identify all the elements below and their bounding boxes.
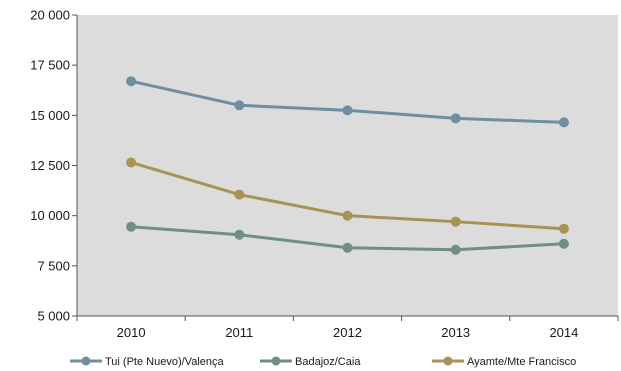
data-point <box>126 76 137 87</box>
y-tick-label: 7 500 <box>37 258 70 273</box>
data-point <box>450 216 461 227</box>
data-point <box>342 210 353 221</box>
data-point <box>342 105 353 116</box>
data-point <box>558 238 569 249</box>
data-point <box>234 189 245 200</box>
legend-label: Tui (Pte Nuevo)/Valença <box>105 356 224 368</box>
x-tick-label: 2014 <box>549 325 578 340</box>
series-group <box>126 76 569 255</box>
y-tick-label: 12 500 <box>30 158 70 173</box>
x-axis-ticks: 2010 2011 2012 2013 2014 <box>76 316 619 340</box>
x-tick-label: 2012 <box>333 325 362 340</box>
data-point <box>450 113 461 124</box>
data-point <box>126 221 137 232</box>
legend-swatch-marker <box>443 356 453 366</box>
y-tick-label: 5 000 <box>37 309 70 324</box>
data-point <box>342 242 353 253</box>
y-tick-label: 10 000 <box>30 208 70 223</box>
y-axis-ticks: 5 000 7 500 10 000 12 500 15 000 17 500 20 000 <box>30 8 77 324</box>
legend: Tui (Pte Nuevo)/Valença Badajoz/Caia Ayamt… <box>70 356 576 368</box>
data-point <box>234 229 245 240</box>
y-tick-label: 17 500 <box>30 58 70 73</box>
legend-swatch-marker <box>271 356 281 366</box>
x-tick-label: 2013 <box>441 325 470 340</box>
legend-label: Badajoz/Caia <box>295 356 361 368</box>
data-point <box>450 244 461 255</box>
data-point <box>126 157 137 168</box>
plot-area <box>77 15 618 316</box>
data-point <box>558 117 569 128</box>
y-tick-label: 15 000 <box>30 108 70 123</box>
x-tick-label: 2010 <box>117 325 146 340</box>
data-point <box>558 223 569 234</box>
x-tick-label: 2011 <box>225 325 253 340</box>
legend-swatch-marker <box>81 356 91 366</box>
legend-label: Ayamte/Mte Francisco <box>467 356 576 368</box>
y-tick-label: 20 000 <box>30 8 70 23</box>
data-point <box>234 100 245 111</box>
